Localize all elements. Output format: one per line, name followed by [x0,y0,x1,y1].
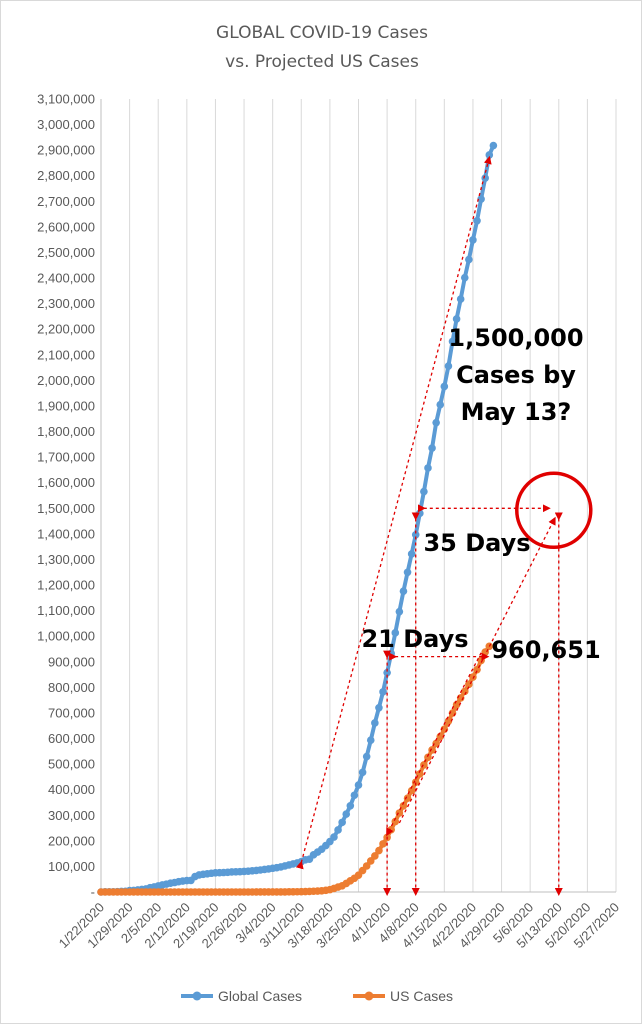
y-tick-label: 800,000 [48,680,95,695]
y-tick-label: 700,000 [48,705,95,720]
data-point [403,568,412,577]
chart-title-line2: vs. Projected US Cases [225,52,419,72]
data-point [366,736,375,745]
y-tick-label: 2,800,000 [37,168,95,183]
y-tick-label: 1,600,000 [37,475,95,490]
y-tick-label: 1,000,000 [37,629,95,644]
data-point [465,255,473,264]
data-point [371,719,379,727]
data-point [444,362,453,370]
projection-text-line: 1,500,000 [448,324,583,352]
y-tick-label: 600,000 [48,731,95,746]
y-tick-label: 100,000 [48,859,95,874]
y-tick-label: 2,300,000 [37,296,95,311]
data-point [362,752,371,761]
data-point [334,826,342,834]
legend-swatch-marker [192,991,202,1001]
data-point [358,768,367,777]
legend-label: US Cases [390,988,453,1004]
series-line-us [101,645,491,894]
series-line-global [100,144,496,894]
data-point [387,825,395,834]
data-point [375,846,383,855]
arrow-us-trend [386,652,482,837]
data-point [342,810,351,818]
y-tick-label: 1,500,000 [37,501,95,516]
highlight-circle [515,471,593,550]
data-point [469,236,477,244]
data-point [420,761,428,769]
data-point [338,818,346,827]
data-point [407,550,416,558]
y-tick-label: 2,900,000 [37,143,95,158]
label-us-value: 960,651 [491,636,600,664]
y-tick-label: - [91,885,95,900]
legend-label: Global Cases [218,988,302,1004]
y-tick-label: 3,000,000 [37,117,95,132]
y-tick-label: 500,000 [48,757,95,772]
y-tick-label: 200,000 [48,833,95,848]
projection-text-line: May 13? [461,398,572,426]
y-tick-label: 2,500,000 [37,245,95,260]
data-point [432,418,440,427]
arrow-projection [398,516,556,824]
data-point [350,791,359,800]
annotation-layer: 1,500,000 Cases by May 13? 35 Days 21 Days 96… [295,155,601,896]
y-tick-label: 900,000 [48,654,95,669]
data-point [424,464,432,472]
y-tick-label: 1,100,000 [37,603,95,618]
data-point [420,487,428,496]
y-tick-label: 1,900,000 [37,398,95,413]
gridlines [100,99,617,892]
data-point [416,509,424,518]
data-point [473,216,481,225]
label-21-days: 21 Days [361,625,468,653]
data-point [481,174,490,182]
y-tick-label: 1,700,000 [37,450,95,465]
data-point [395,809,404,817]
data-point [440,382,449,391]
y-tick-label: 400,000 [48,782,95,797]
x-tick-labels: 1/22/20201/29/20202/5/20202/12/20202/19/… [56,900,623,952]
data-point [473,665,481,674]
data-point [375,703,383,712]
y-tick-label: 1,400,000 [37,526,95,541]
data-point [485,151,494,159]
y-tick-label: 1,800,000 [37,424,95,439]
data-point [477,656,485,665]
y-tick-label: 2,700,000 [37,194,95,209]
data-point [379,840,387,848]
data-point [330,833,338,841]
y-tick-label: 1,300,000 [37,552,95,567]
arrow-diagonal-global [295,155,492,870]
label-35-days: 35 Days [423,529,530,557]
data-point [395,607,404,616]
legend-swatch-marker [364,991,374,1001]
data-point [456,295,465,303]
data-point [354,781,363,789]
y-tick-label: 2,400,000 [37,271,95,286]
y-tick-label: 2,600,000 [37,219,95,234]
y-tick-label: 1,200,000 [37,578,95,593]
y-tick-label: 2,100,000 [37,347,95,362]
data-point [452,315,461,323]
data-point [428,444,436,452]
data-point [489,141,498,150]
series-layer [97,141,498,896]
data-point [460,273,469,282]
projection-text-line: Cases by [456,361,576,389]
y-tick-label: 3,100,000 [37,92,95,107]
data-point [399,587,408,595]
data-point [436,400,445,409]
y-tick-label: 2,000,000 [37,373,95,388]
y-tick-label: 300,000 [48,808,95,823]
y-tick-label: 2,200,000 [37,322,95,337]
y-tick-labels: - 100,000 200,000 300,000 400,000 500,000 600,… [37,92,95,900]
data-point [379,688,387,696]
data-point [346,802,355,810]
legend: Global Cases US Cases [181,988,453,1004]
chart-title-line1: GLOBAL COVID-19 Cases [216,23,428,43]
